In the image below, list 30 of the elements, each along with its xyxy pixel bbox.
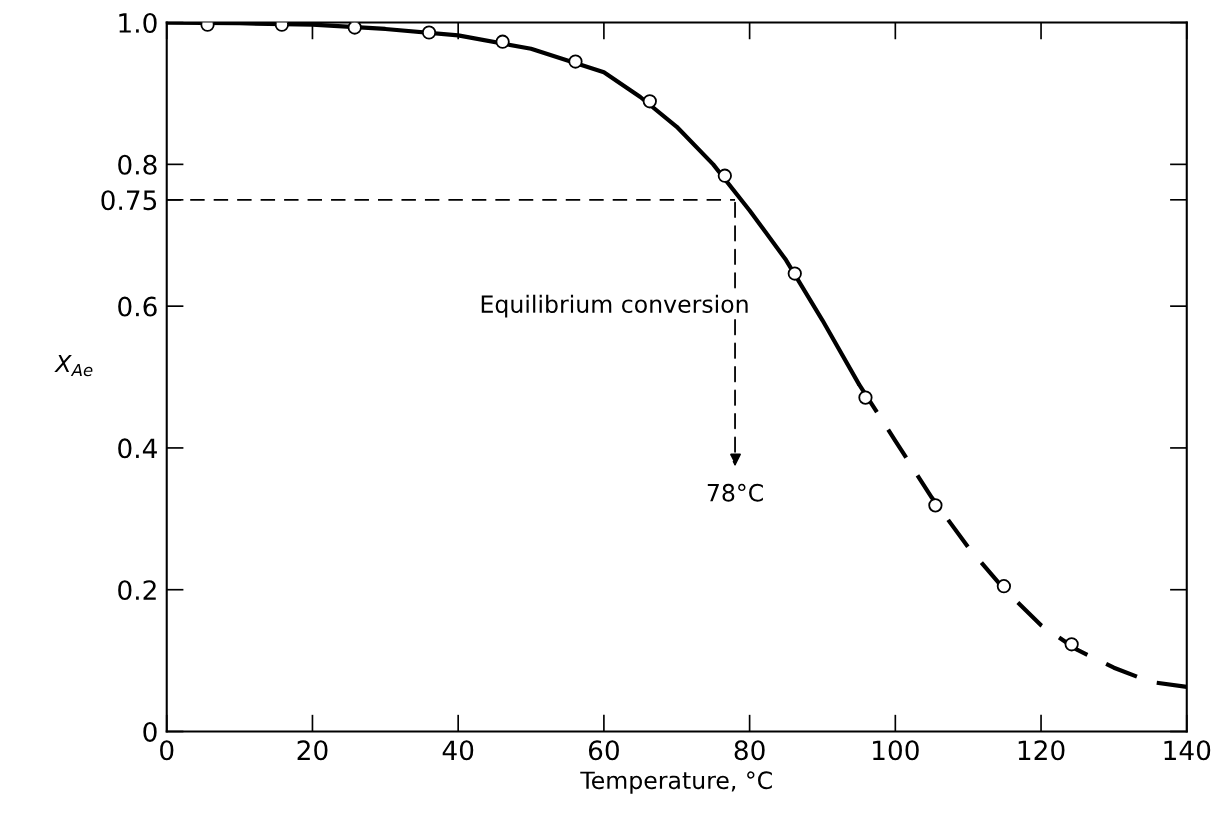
y-tick-label: 0.4	[118, 438, 157, 459]
point	[568, 54, 583, 69]
y-tick-label: 1.0	[119, 13, 157, 33]
x-tick-label: 40	[442, 740, 474, 761]
x-tick-label: 60	[588, 740, 619, 761]
y-tick-label: 0.75	[101, 190, 157, 211]
y-tick-label: 0.6	[118, 296, 157, 317]
x-tick-label: 80	[734, 740, 765, 761]
point	[717, 168, 732, 183]
x-tick-label: 100	[873, 740, 919, 761]
y-tick-label: 0	[143, 721, 157, 742]
point	[495, 34, 510, 49]
annotation: 78°C	[707, 483, 763, 502]
point	[1064, 637, 1079, 652]
y-axis-title: X$_{Ae}$	[54, 354, 93, 377]
x-tick-label: 20	[297, 740, 328, 761]
point	[347, 22, 362, 35]
point	[858, 390, 873, 405]
point	[642, 94, 657, 109]
y-tick-label: 0.2	[118, 580, 156, 601]
point	[928, 498, 943, 513]
x-tick-label: 140	[1164, 740, 1211, 761]
point	[421, 25, 437, 40]
x-axis-title: Temperature, °C	[580, 771, 772, 794]
point	[787, 266, 802, 281]
y-tick-label: 0.8	[118, 154, 157, 175]
point	[996, 579, 1012, 594]
x-tick-label: 120	[1018, 740, 1065, 761]
annotation: Equilibrium conversion	[481, 294, 748, 318]
x-tick-label: 0	[160, 740, 174, 761]
